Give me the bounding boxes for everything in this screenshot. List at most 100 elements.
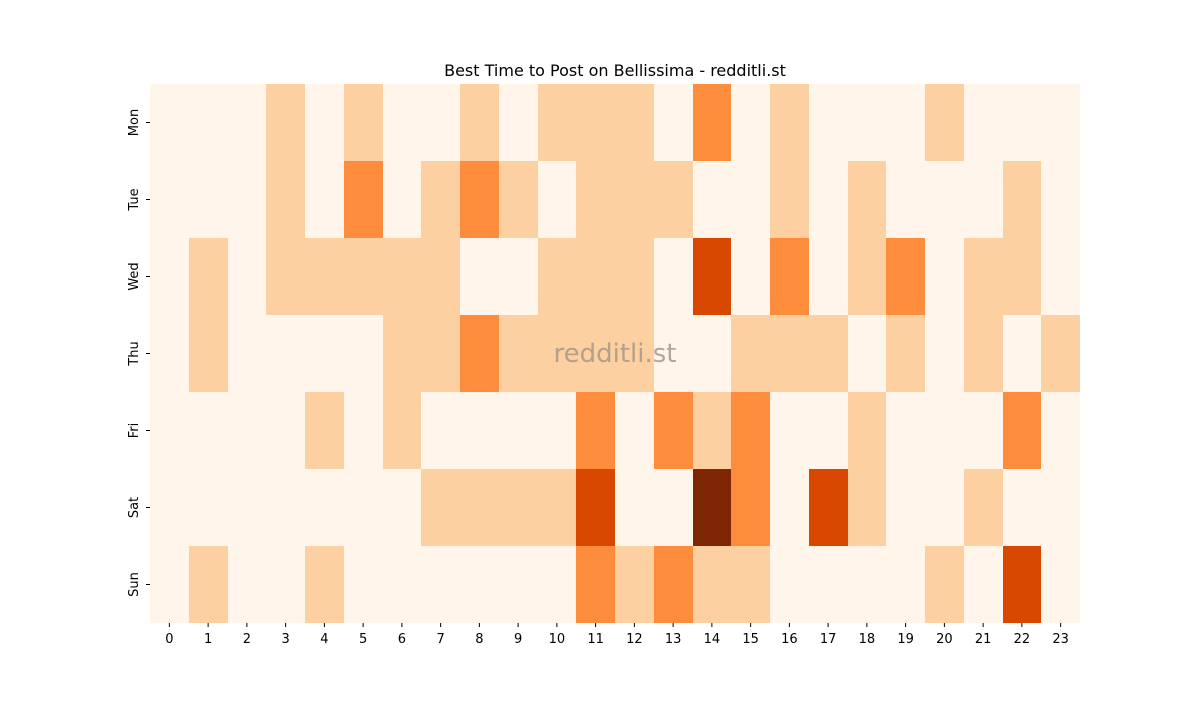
heatmap-cell-fri-12: [615, 392, 654, 469]
heatmap-cell-thu-6: [383, 315, 421, 392]
heatmap-cell-mon-15: [731, 84, 770, 161]
heatmap-cell-thu-9: [499, 315, 538, 392]
heatmap-cell-tue-21: [964, 161, 1003, 238]
heatmap-cell-sun-9: [499, 546, 538, 623]
heatmap-cell-sat-12: [615, 469, 654, 546]
x-tick-label: 18: [859, 632, 876, 647]
heatmap-cell-sat-8: [460, 469, 499, 546]
heatmap-cell-mon-16: [770, 84, 809, 161]
heatmap-cell-thu-16: [770, 315, 809, 392]
heatmap-cell-tue-17: [809, 161, 848, 238]
heatmap-cell-fri-22: [1003, 392, 1041, 469]
heatmap-cell-thu-3: [266, 315, 305, 392]
y-tick-label-fri: Fri: [127, 423, 142, 439]
x-tick-label: 11: [587, 632, 604, 647]
heatmap-cell-tue-19: [886, 161, 925, 238]
x-axis-ticks: 0 1 2 3 4 5 6 7 8 9 10 11 12 13 14 15 16 17 18 19 20 21 22 23: [165, 623, 1069, 647]
x-tick-label: 14: [704, 632, 721, 647]
heatmap-cell-sun-3: [266, 546, 305, 623]
y-tick-label-sat: Sat: [127, 497, 142, 518]
heatmap-cell-sat-18: [848, 469, 886, 546]
heatmap-cell-sun-22: [1003, 546, 1041, 623]
heatmap-cell-wed-1: [189, 238, 228, 315]
x-tick-label: 3: [281, 632, 289, 647]
heatmap-cell-thu-8: [460, 315, 499, 392]
heatmap-cell-sun-6: [383, 546, 421, 623]
heatmap-cell-mon-12: [615, 84, 654, 161]
heatmap-cell-wed-7: [421, 238, 460, 315]
heatmap-cell-fri-17: [809, 392, 848, 469]
y-tick-label-sun: Sun: [127, 572, 142, 597]
heatmap-cell-wed-6: [383, 238, 421, 315]
heatmap-cell-thu-12: [615, 315, 654, 392]
x-tick-label: 16: [781, 632, 798, 647]
heatmap-cell-fri-14: [693, 392, 731, 469]
heatmap-cell-sun-20: [925, 546, 964, 623]
heatmap-cell-sat-5: [344, 469, 383, 546]
heatmap-cell-tue-16: [770, 161, 809, 238]
heatmap-cell-sun-19: [886, 546, 925, 623]
heatmap-cell-tue-14: [693, 161, 731, 238]
heatmap-cell-fri-13: [654, 392, 693, 469]
heatmap-cell-fri-23: [1041, 392, 1080, 469]
y-tick-label-tue: Tue: [127, 188, 142, 211]
x-tick-label: 2: [243, 632, 251, 647]
heatmap-cell-tue-13: [654, 161, 693, 238]
heatmap-cell-tue-8: [460, 161, 499, 238]
x-tick-label: 20: [936, 632, 953, 647]
x-tick-label: 21: [975, 632, 992, 647]
heatmap-cell-sun-1: [189, 546, 228, 623]
heatmap-cell-sat-6: [383, 469, 421, 546]
x-tick-label: 23: [1052, 632, 1069, 647]
x-tick-label: 13: [665, 632, 682, 647]
heatmap-cell-mon-22: [1003, 84, 1041, 161]
heatmap-cell-mon-3: [266, 84, 305, 161]
heatmap-cell-wed-11: [576, 238, 615, 315]
heatmap-cell-mon-18: [848, 84, 886, 161]
heatmap-cell-fri-0: [150, 392, 189, 469]
heatmap-cell-sun-5: [344, 546, 383, 623]
heatmap-cell-sun-11: [576, 546, 615, 623]
heatmap-cell-sun-8: [460, 546, 499, 623]
x-tick-label: 9: [514, 632, 522, 647]
heatmap-cell-mon-19: [886, 84, 925, 161]
heatmap-cell-fri-10: [538, 392, 576, 469]
heatmap-cell-mon-2: [228, 84, 266, 161]
heatmap-cell-sat-17: [809, 469, 848, 546]
heatmap-cell-fri-20: [925, 392, 964, 469]
heatmap-cell-sat-15: [731, 469, 770, 546]
heatmap-cell-sat-21: [964, 469, 1003, 546]
heatmap-cell-sun-10: [538, 546, 576, 623]
heatmap-cell-wed-9: [499, 238, 538, 315]
y-tick-label-mon: Mon: [127, 109, 142, 136]
heatmap-cell-sat-3: [266, 469, 305, 546]
heatmap-cell-fri-6: [383, 392, 421, 469]
heatmap-cell-sat-19: [886, 469, 925, 546]
x-tick-label: 10: [549, 632, 566, 647]
watermark: redditli.st: [554, 339, 677, 369]
heatmap-cell-fri-9: [499, 392, 538, 469]
heatmap-cell-thu-7: [421, 315, 460, 392]
heatmap-cell-wed-17: [809, 238, 848, 315]
heatmap-cell-wed-22: [1003, 238, 1041, 315]
heatmap-cell-wed-8: [460, 238, 499, 315]
heatmap-cell-mon-1: [189, 84, 228, 161]
heatmap-cell-mon-10: [538, 84, 576, 161]
heatmap-cell-sat-7: [421, 469, 460, 546]
heatmap-cell-mon-11: [576, 84, 615, 161]
x-tick-label: 12: [626, 632, 643, 647]
heatmap-cell-thu-5: [344, 315, 383, 392]
heatmap-cell-tue-1: [189, 161, 228, 238]
heatmap-cell-sun-0: [150, 546, 189, 623]
heatmap-cell-sat-22: [1003, 469, 1041, 546]
heatmap-cell-wed-5: [344, 238, 383, 315]
heatmap-cell-mon-20: [925, 84, 964, 161]
heatmap-cell-mon-0: [150, 84, 189, 161]
heatmap-cell-mon-4: [305, 84, 344, 161]
heatmap-cell-wed-10: [538, 238, 576, 315]
heatmap-cell-tue-3: [266, 161, 305, 238]
heatmap-cell-sat-11: [576, 469, 615, 546]
heatmap-cell-thu-22: [1003, 315, 1041, 392]
heatmap-cell-fri-7: [421, 392, 460, 469]
heatmap-cell-sun-18: [848, 546, 886, 623]
